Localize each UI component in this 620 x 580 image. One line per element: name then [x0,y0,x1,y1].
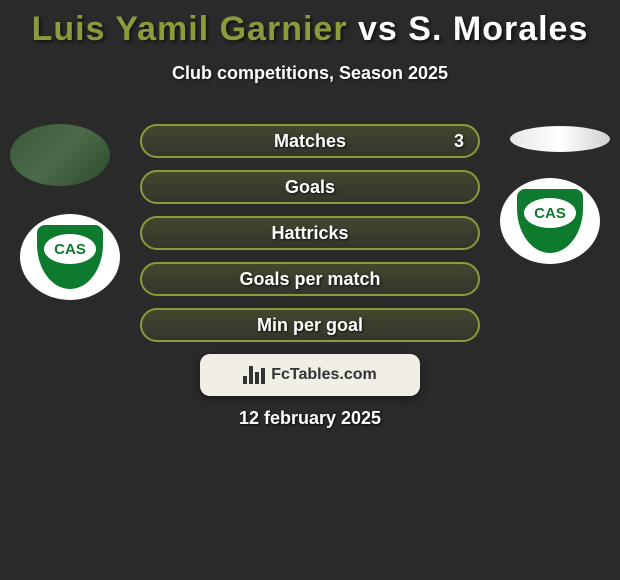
player1-name: Luis Yamil Garnier [32,10,348,48]
stat-value-right: 3 [454,131,464,152]
chart-icon [243,366,265,384]
stat-row-goals: Goals [140,170,480,204]
vs-text: vs [358,10,398,48]
stat-bars: Matches 3 Goals Hattricks Goals per matc… [140,124,480,354]
shield-icon: CAS [517,189,583,253]
stat-row-hattricks: Hattricks [140,216,480,250]
club-abbrev: CAS [44,234,96,264]
page-title: Luis Yamil Garnier vs S. Morales [0,0,620,49]
stat-label: Goals [285,177,335,198]
player2-avatar [510,126,610,152]
stat-label: Hattricks [271,223,348,244]
player2-name: S. Morales [408,10,588,48]
subtitle: Club competitions, Season 2025 [0,63,620,84]
player1-club-badge: CAS [20,214,120,300]
shield-icon: CAS [37,225,103,289]
stat-label: Matches [274,131,346,152]
club-abbrev: CAS [524,198,576,228]
stat-row-matches: Matches 3 [140,124,480,158]
brand-text: FcTables.com [271,366,377,384]
stat-label: Min per goal [257,315,363,336]
date-text: 12 february 2025 [239,408,381,429]
stat-row-gpm: Goals per match [140,262,480,296]
stat-label: Goals per match [239,269,380,290]
player2-club-badge: CAS [500,178,600,264]
player1-avatar [10,124,110,186]
footer-badge[interactable]: FcTables.com [200,354,420,396]
stat-row-mpg: Min per goal [140,308,480,342]
